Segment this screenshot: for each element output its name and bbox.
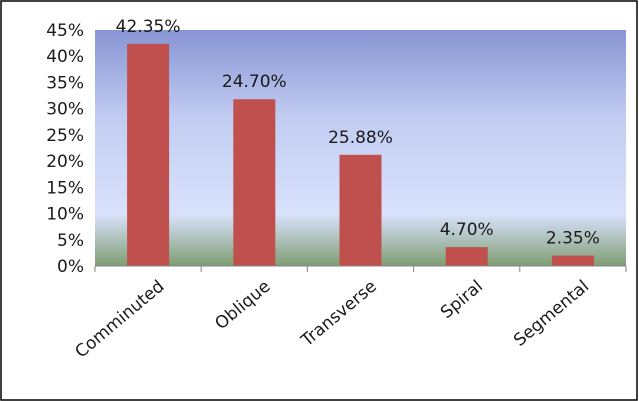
bar <box>339 154 382 266</box>
y-tick-label: 45% <box>46 21 84 41</box>
data-label: 24.70% <box>222 72 287 92</box>
y-axis-ticks: 0% 5% 10% 15% 20% 25% 30% 35% 40% 45% <box>46 21 84 277</box>
y-tick-label: 30% <box>46 100 84 120</box>
y-tick-label: 25% <box>46 126 84 146</box>
data-label: 4.70% <box>440 220 494 240</box>
bars <box>127 43 594 266</box>
y-tick-label: 20% <box>46 152 84 172</box>
y-tick-label: 40% <box>46 47 84 67</box>
data-label: 2.35% <box>546 229 600 249</box>
bar <box>551 255 594 266</box>
y-tick-label: 15% <box>46 178 84 198</box>
data-labels: 42.35% 24.70% 25.88% 4.70% 2.35% <box>116 17 600 249</box>
bar <box>445 247 488 266</box>
x-axis-ticks <box>94 266 627 272</box>
y-tick-label: 10% <box>46 205 84 225</box>
bar <box>233 99 276 266</box>
y-tick-label: 0% <box>57 257 84 277</box>
data-label: 25.88% <box>328 128 393 148</box>
bar <box>127 43 170 266</box>
y-tick-label: 5% <box>57 231 84 251</box>
data-label: 42.35% <box>116 17 181 37</box>
y-tick-label: 35% <box>46 73 84 93</box>
